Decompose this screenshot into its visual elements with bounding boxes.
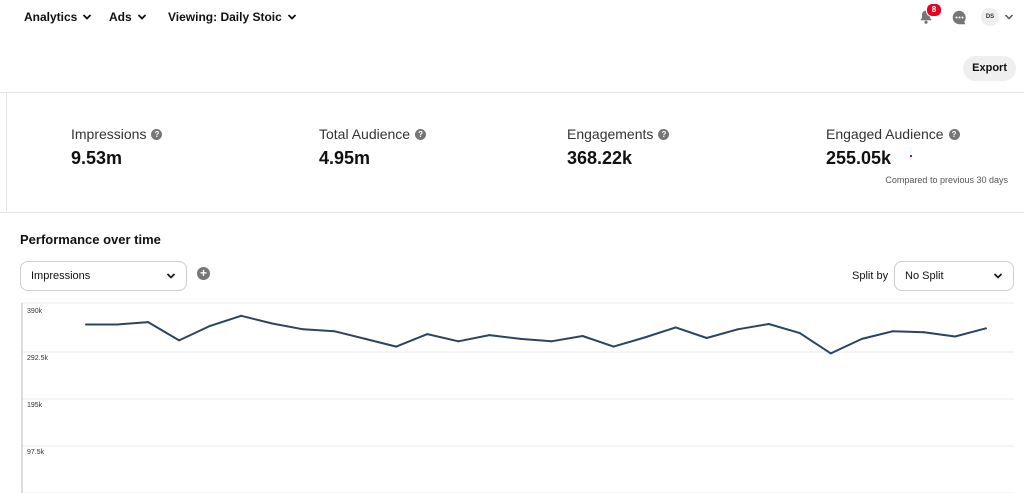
- split-by-select[interactable]: No Split: [894, 261, 1014, 291]
- data-point[interactable]: [302, 328, 305, 331]
- divider: [0, 92, 1024, 93]
- trend-indicator: [910, 155, 912, 157]
- chevron-down-icon: [166, 273, 176, 279]
- data-point[interactable]: [519, 337, 522, 340]
- data-point[interactable]: [395, 345, 398, 348]
- data-point[interactable]: [147, 321, 150, 324]
- help-icon[interactable]: ?: [658, 128, 670, 140]
- metric-select-value: Impressions: [31, 270, 91, 282]
- y-tick-label: 292.5k: [27, 355, 49, 362]
- metric-value: 4.95m: [319, 148, 371, 168]
- nav-ads-label: Ads: [109, 10, 132, 24]
- nav-viewing-label: Viewing: Daily Stoic: [168, 10, 282, 24]
- metric-label: Engaged Audience: [826, 126, 944, 142]
- section-title: Performance over time: [20, 232, 161, 247]
- metric-total-audience: Total Audience ? 4.95m: [319, 126, 427, 169]
- nav-analytics-label: Analytics: [24, 10, 78, 24]
- data-point[interactable]: [209, 324, 212, 327]
- split-by-select-value: No Split: [905, 270, 944, 282]
- nav-ads-menu[interactable]: Ads: [109, 10, 147, 24]
- messages-button[interactable]: [949, 7, 969, 27]
- data-point[interactable]: [953, 335, 956, 338]
- data-point[interactable]: [922, 331, 925, 334]
- help-icon[interactable]: ?: [415, 128, 427, 140]
- performance-line-chart: 390k 292.5k 195k 97.5k: [21, 302, 1014, 493]
- split-by-label: Split by: [852, 270, 889, 282]
- metric-engagements: Engagements ? 368.22k: [567, 126, 670, 169]
- metric-engaged-audience: Engaged Audience ? 255.05k: [826, 126, 960, 169]
- data-point[interactable]: [426, 333, 429, 336]
- data-point[interactable]: [550, 340, 553, 343]
- data-point[interactable]: [674, 326, 677, 329]
- divider: [0, 212, 1024, 213]
- data-point[interactable]: [116, 323, 119, 326]
- data-point[interactable]: [985, 327, 987, 330]
- data-point[interactable]: [333, 330, 336, 333]
- notifications-button[interactable]: 8: [915, 3, 942, 28]
- nav-analytics-menu[interactable]: Analytics: [24, 10, 92, 24]
- chevron-down-icon: [137, 14, 146, 20]
- data-point[interactable]: [643, 336, 646, 339]
- data-point[interactable]: [85, 323, 87, 326]
- help-icon[interactable]: ?: [151, 128, 163, 140]
- header-icons: 8 DS: [915, 3, 1014, 28]
- metric-select[interactable]: Impressions: [20, 261, 187, 291]
- metric-value: 9.53m: [71, 148, 123, 168]
- metric-label: Total Audience: [319, 126, 411, 142]
- data-point[interactable]: [860, 337, 863, 340]
- chevron-down-icon: [287, 14, 296, 20]
- nav-viewing-account-menu[interactable]: Viewing: Daily Stoic: [168, 10, 297, 24]
- data-point[interactable]: [271, 322, 274, 325]
- data-point[interactable]: [364, 337, 367, 340]
- account-menu[interactable]: DS: [981, 8, 1014, 26]
- metric-label: Engagements: [567, 126, 654, 142]
- series-line[interactable]: [86, 314, 987, 355]
- chevron-down-icon: [1004, 14, 1014, 20]
- data-point[interactable]: [767, 322, 770, 325]
- data-point[interactable]: [612, 345, 615, 348]
- data-point[interactable]: [736, 328, 739, 331]
- y-tick-label: 97.5k: [27, 449, 45, 456]
- data-point[interactable]: [798, 332, 801, 335]
- data-point[interactable]: [240, 314, 243, 317]
- metric-label: Impressions: [71, 126, 147, 142]
- panel-edge: [6, 93, 7, 211]
- metric-impressions: Impressions ? 9.53m: [71, 126, 163, 169]
- data-point[interactable]: [891, 330, 894, 333]
- metric-value: 368.22k: [567, 148, 633, 168]
- data-point[interactable]: [178, 339, 181, 342]
- chevron-down-icon: [993, 273, 1003, 279]
- comparison-note: Compared to previous 30 days: [885, 175, 1008, 185]
- chat-icon: [952, 10, 966, 24]
- data-point[interactable]: [581, 335, 584, 338]
- avatar: DS: [981, 8, 999, 26]
- data-point[interactable]: [457, 340, 460, 343]
- y-tick-label: 195k: [27, 402, 43, 409]
- help-icon[interactable]: ?: [948, 128, 960, 140]
- metric-value: 255.05k: [826, 148, 892, 168]
- top-navigation: Analytics Ads Viewing: Daily Stoic 8 DS: [0, 0, 1024, 36]
- data-point[interactable]: [705, 336, 708, 339]
- notification-count-badge: 8: [926, 3, 942, 17]
- export-button[interactable]: Export: [963, 56, 1016, 81]
- data-point[interactable]: [829, 352, 832, 355]
- add-metric-button[interactable]: +: [197, 267, 210, 280]
- y-tick-label: 390k: [27, 308, 43, 315]
- chevron-down-icon: [83, 14, 92, 20]
- data-point[interactable]: [488, 334, 491, 337]
